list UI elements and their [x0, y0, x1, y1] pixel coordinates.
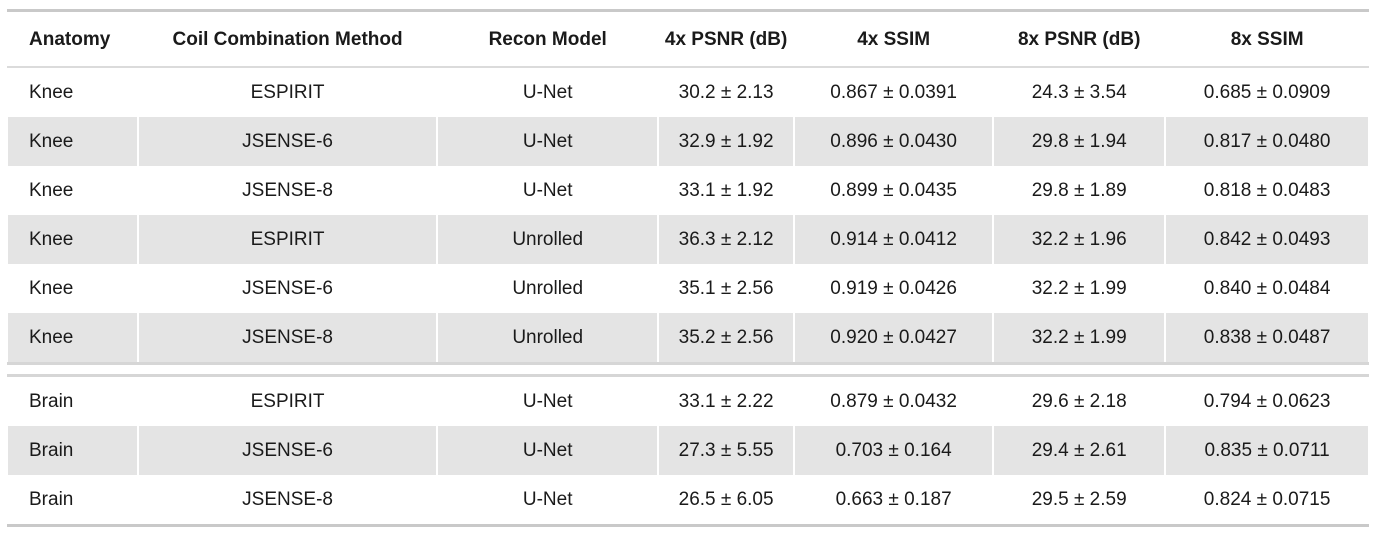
table-cell-4x-ssim: 0.899 ± 0.0435 [794, 166, 994, 215]
table-cell-4x-ssim: 0.919 ± 0.0426 [794, 264, 994, 313]
table-header-row: Anatomy Coil Combination Method Recon Mode… [7, 12, 1369, 68]
table-cell-4x-ssim: 0.867 ± 0.0391 [794, 68, 994, 117]
table-cell-coil-combination-method: JSENSE-6 [137, 426, 438, 475]
table-cell-anatomy: Knee [7, 68, 138, 117]
results-table: Anatomy Coil Combination Method Recon Mode… [7, 9, 1369, 527]
table-cell-8x-ssim: 0.824 ± 0.0715 [1165, 475, 1369, 524]
table-row: Knee JSENSE-8 Unrolled 35.2 ± 2.56 0.920 ± 0… [7, 313, 1369, 362]
table-cell-8x-psnr-db: 32.2 ± 1.99 [993, 264, 1166, 313]
table-cell-4x-ssim: 0.920 ± 0.0427 [794, 313, 994, 362]
table-cell-coil-combination-method: ESPIRIT [137, 377, 438, 426]
table-cell-recon-model: Unrolled [437, 313, 659, 362]
table-cell-coil-combination-method: JSENSE-8 [137, 313, 438, 362]
table-row: Brain JSENSE-6 U-Net 27.3 ± 5.55 0.703 ± 0.1… [7, 426, 1369, 475]
table-cell-4x-psnr-db: 33.1 ± 2.22 [658, 377, 795, 426]
table-cell-8x-ssim: 0.838 ± 0.0487 [1165, 313, 1369, 362]
table-cell-recon-model: Unrolled [437, 264, 659, 313]
table-body: Knee ESPIRIT U-Net 30.2 ± 2.13 0.867 ± 0.039… [7, 68, 1369, 524]
table-cell-4x-ssim: 0.914 ± 0.0412 [794, 215, 994, 264]
table-cell-4x-ssim: 0.896 ± 0.0430 [794, 117, 994, 166]
table-cell-4x-ssim: 0.879 ± 0.0432 [794, 377, 994, 426]
table-cell-coil-combination-method: ESPIRIT [137, 215, 438, 264]
table-row: Knee JSENSE-8 U-Net 33.1 ± 1.92 0.899 ± 0.04… [7, 166, 1369, 215]
table-cell-recon-model: U-Net [437, 117, 659, 166]
column-header-anatomy: Anatomy [7, 12, 138, 66]
table-cell-8x-psnr-db: 29.8 ± 1.94 [993, 117, 1166, 166]
table-cell-recon-model: Unrolled [437, 215, 659, 264]
table-cell-8x-psnr-db: 29.5 ± 2.59 [993, 475, 1166, 524]
table-cell-anatomy: Brain [7, 475, 138, 524]
table-cell-recon-model: U-Net [437, 68, 659, 117]
table-cell-4x-psnr-db: 27.3 ± 5.55 [658, 426, 795, 475]
table-cell-4x-psnr-db: 32.9 ± 1.92 [658, 117, 795, 166]
table-cell-anatomy: Brain [7, 426, 138, 475]
table-cell-coil-combination-method: JSENSE-8 [137, 166, 438, 215]
table-cell-4x-psnr-db: 26.5 ± 6.05 [658, 475, 795, 524]
table-cell-8x-psnr-db: 24.3 ± 3.54 [993, 68, 1166, 117]
table-row: Knee JSENSE-6 Unrolled 35.1 ± 2.56 0.919 ± 0… [7, 264, 1369, 313]
table-cell-recon-model: U-Net [437, 426, 659, 475]
column-header-8x-psnr-db: 8x PSNR (dB) [993, 12, 1166, 66]
column-header-coil-combination-method: Coil Combination Method [137, 12, 438, 66]
table-cell-anatomy: Knee [7, 313, 138, 362]
column-header-4x-ssim: 4x SSIM [794, 12, 994, 66]
table-cell-8x-ssim: 0.818 ± 0.0483 [1165, 166, 1369, 215]
table-cell-8x-ssim: 0.835 ± 0.0711 [1165, 426, 1369, 475]
table-section-knee: Knee ESPIRIT U-Net 30.2 ± 2.13 0.867 ± 0.039… [7, 68, 1369, 362]
table-cell-4x-psnr-db: 30.2 ± 2.13 [658, 68, 795, 117]
table-cell-8x-ssim: 0.794 ± 0.0623 [1165, 377, 1369, 426]
table-cell-8x-psnr-db: 29.8 ± 1.89 [993, 166, 1166, 215]
table-cell-8x-psnr-db: 32.2 ± 1.96 [993, 215, 1166, 264]
table-cell-8x-psnr-db: 29.6 ± 2.18 [993, 377, 1166, 426]
table-cell-recon-model: U-Net [437, 377, 659, 426]
table-section-brain: Brain ESPIRIT U-Net 33.1 ± 2.22 0.879 ± 0.04… [7, 377, 1369, 524]
table-cell-anatomy: Knee [7, 117, 138, 166]
table-cell-8x-ssim: 0.685 ± 0.0909 [1165, 68, 1369, 117]
table-row: Knee ESPIRIT Unrolled 36.3 ± 2.12 0.914 ± 0.… [7, 215, 1369, 264]
table-cell-8x-ssim: 0.817 ± 0.0480 [1165, 117, 1369, 166]
table-cell-anatomy: Brain [7, 377, 138, 426]
table-cell-coil-combination-method: JSENSE-6 [137, 264, 438, 313]
table-row: Brain ESPIRIT U-Net 33.1 ± 2.22 0.879 ± 0.04… [7, 377, 1369, 426]
table-cell-4x-ssim: 0.703 ± 0.164 [794, 426, 994, 475]
table-cell-4x-ssim: 0.663 ± 0.187 [794, 475, 994, 524]
table-row: Knee ESPIRIT U-Net 30.2 ± 2.13 0.867 ± 0.039… [7, 68, 1369, 117]
table-cell-anatomy: Knee [7, 166, 138, 215]
table-cell-4x-psnr-db: 35.2 ± 2.56 [658, 313, 795, 362]
table-cell-recon-model: U-Net [437, 166, 659, 215]
section-divider [7, 362, 1369, 377]
table-cell-8x-ssim: 0.842 ± 0.0493 [1165, 215, 1369, 264]
table-row: Brain JSENSE-8 U-Net 26.5 ± 6.05 0.663 ± 0.1… [7, 475, 1369, 524]
table-cell-4x-psnr-db: 33.1 ± 1.92 [658, 166, 795, 215]
table-cell-coil-combination-method: JSENSE-8 [137, 475, 438, 524]
column-header-4x-psnr-db: 4x PSNR (dB) [658, 12, 795, 66]
table-cell-4x-psnr-db: 35.1 ± 2.56 [658, 264, 795, 313]
table-cell-coil-combination-method: JSENSE-6 [137, 117, 438, 166]
table-cell-coil-combination-method: ESPIRIT [137, 68, 438, 117]
column-header-recon-model: Recon Model [437, 12, 659, 66]
column-header-8x-ssim: 8x SSIM [1165, 12, 1369, 66]
table-cell-4x-psnr-db: 36.3 ± 2.12 [658, 215, 795, 264]
table-cell-8x-ssim: 0.840 ± 0.0484 [1165, 264, 1369, 313]
table-cell-anatomy: Knee [7, 264, 138, 313]
table-row: Knee JSENSE-6 U-Net 32.9 ± 1.92 0.896 ± 0.04… [7, 117, 1369, 166]
table-cell-8x-psnr-db: 32.2 ± 1.99 [993, 313, 1166, 362]
table-cell-anatomy: Knee [7, 215, 138, 264]
table-cell-8x-psnr-db: 29.4 ± 2.61 [993, 426, 1166, 475]
table-cell-recon-model: U-Net [437, 475, 659, 524]
